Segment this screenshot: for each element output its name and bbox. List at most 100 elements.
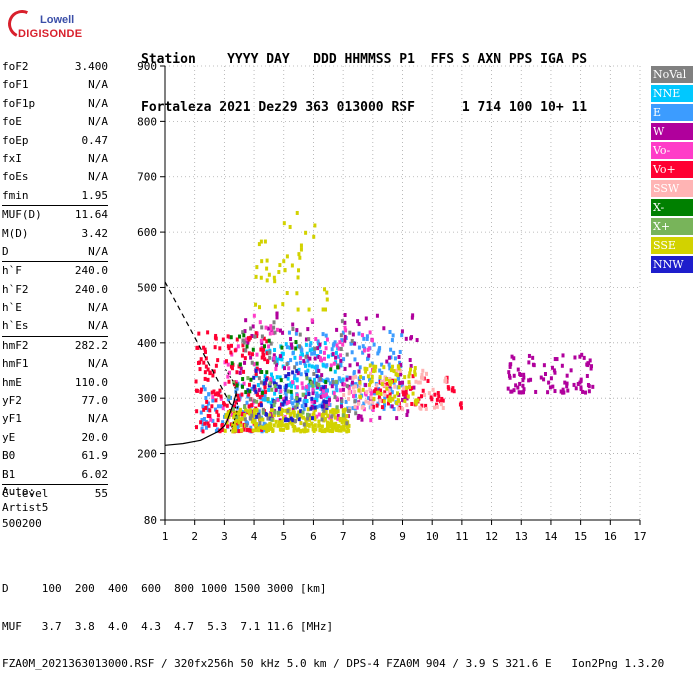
data-point [348, 375, 352, 380]
data-point [531, 355, 535, 360]
data-point [293, 355, 297, 360]
data-point [318, 376, 322, 381]
data-point [234, 400, 238, 405]
x-tick-label: 14 [544, 530, 558, 543]
data-point [580, 352, 584, 357]
data-point [396, 391, 400, 396]
data-point [300, 348, 304, 353]
data-point [420, 403, 424, 408]
data-point [282, 221, 286, 226]
data-point [237, 429, 241, 434]
data-point [366, 396, 370, 401]
data-point [220, 427, 224, 432]
data-point [239, 428, 243, 433]
data-point [361, 376, 365, 381]
data-point [346, 408, 350, 413]
data-point [380, 405, 384, 410]
data-point [235, 415, 239, 420]
x-tick-label: 10 [426, 530, 439, 543]
data-point [257, 409, 261, 414]
data-point [362, 407, 366, 412]
data-point [248, 416, 252, 421]
data-point [203, 350, 207, 355]
data-point [350, 380, 354, 385]
data-point [269, 324, 273, 329]
param-value: N/A [88, 244, 108, 258]
data-point [314, 337, 318, 342]
param-name: h`F [2, 264, 22, 278]
data-point [241, 416, 245, 421]
data-point [378, 415, 382, 420]
data-point [284, 393, 288, 398]
data-point [303, 398, 307, 403]
data-point [297, 367, 301, 372]
data-point [202, 407, 206, 412]
data-point [369, 380, 373, 385]
data-point [239, 423, 243, 428]
footer: D 100 200 400 600 800 1000 1500 3000 [km… [2, 558, 664, 683]
data-point [272, 378, 276, 383]
data-point [289, 337, 293, 342]
data-point [259, 403, 263, 408]
data-point [588, 358, 592, 363]
data-point [319, 356, 323, 361]
data-point [257, 242, 261, 247]
data-point [516, 385, 520, 390]
data-point [441, 405, 445, 410]
data-point [342, 393, 346, 398]
data-point [359, 395, 363, 400]
data-point [320, 373, 324, 378]
data-point [251, 324, 255, 329]
data-point [354, 374, 358, 379]
profile-dotted-line [223, 367, 239, 432]
data-point [349, 341, 353, 346]
data-point [219, 394, 223, 399]
data-point [509, 389, 513, 394]
data-point [566, 388, 570, 393]
data-point [229, 350, 233, 355]
data-point [572, 382, 576, 387]
data-point [263, 384, 267, 389]
data-point [295, 361, 299, 366]
data-point [287, 366, 291, 371]
data-point [233, 348, 237, 353]
legend-item-voplus: Vo+ [651, 161, 693, 178]
data-point [373, 389, 377, 394]
data-point [382, 406, 386, 411]
data-point [220, 423, 224, 428]
data-point [343, 334, 347, 339]
data-point [300, 352, 304, 357]
data-point [335, 343, 339, 348]
data-point [262, 336, 266, 341]
data-point [205, 399, 209, 404]
data-point [291, 418, 295, 423]
data-point [367, 346, 371, 351]
data-point [215, 409, 219, 414]
data-point [313, 397, 317, 402]
data-point [587, 384, 591, 389]
data-point [319, 358, 323, 363]
data-point [312, 428, 316, 433]
data-point [371, 400, 375, 405]
data-point [369, 405, 373, 410]
data-point [267, 388, 271, 393]
data-point [335, 427, 339, 432]
data-point [407, 380, 411, 385]
data-point [246, 421, 250, 426]
data-point [273, 410, 277, 415]
data-point [233, 415, 237, 420]
data-point [219, 396, 223, 401]
data-point [260, 259, 264, 264]
data-point [273, 381, 277, 386]
data-point [435, 402, 439, 407]
data-point [322, 399, 326, 404]
data-point [444, 379, 448, 384]
data-point [418, 405, 422, 410]
data-point [296, 385, 300, 390]
data-point [371, 408, 375, 413]
data-point [291, 351, 295, 356]
data-point [240, 392, 244, 397]
station-header: Station YYYY DAY DDD HHMMSS P1 FFS S AXN… [141, 20, 587, 132]
data-point [265, 351, 269, 356]
data-point [304, 354, 308, 359]
